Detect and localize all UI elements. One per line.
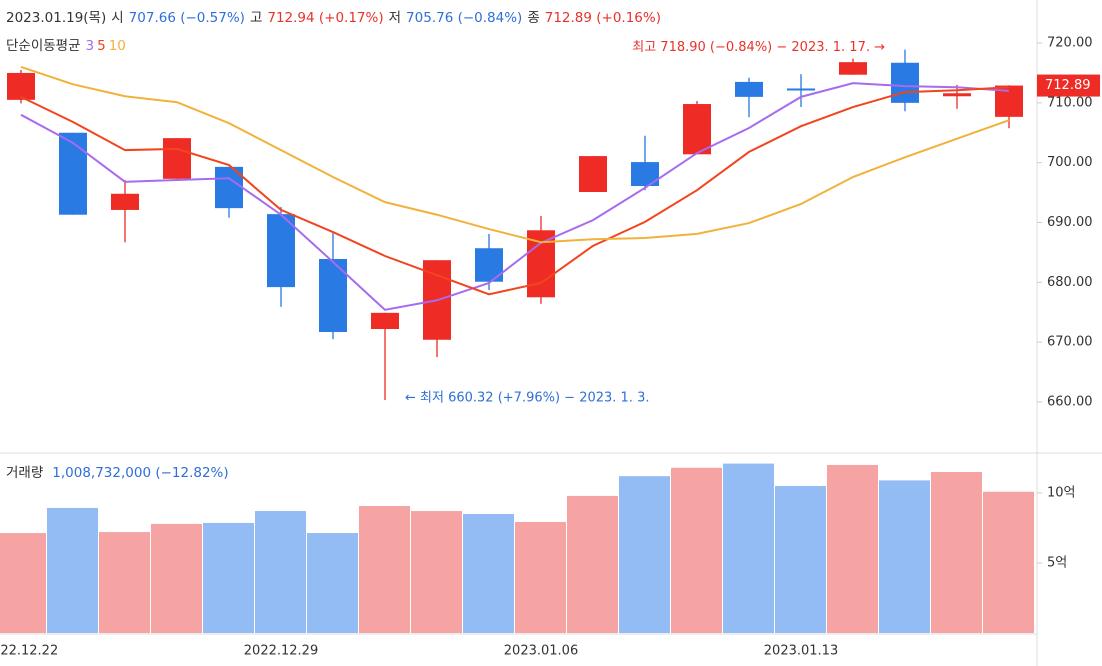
volume-bar [151,523,202,633]
candle-body [111,193,139,210]
volume-bar [879,480,930,633]
candle-body [163,138,191,179]
y-tick-label: 720.00 [1047,36,1093,51]
x-tick-label: 2023.01.06 [504,644,578,659]
price-value: 707.66 (−0.57%) [128,10,245,26]
price-value: 712.89 (+0.16%) [544,10,661,26]
ma-line [20,82,1010,311]
x-tick-label: 2023.01.13 [764,644,838,659]
volume-bar [671,467,722,633]
volume-bar [515,521,566,633]
candle-body [7,72,35,100]
ma-line [20,65,1010,244]
volume-bar [931,471,982,633]
price-tag [1037,74,1100,97]
ma-line [20,86,1010,296]
candle-body [787,88,815,91]
volume-bar [411,511,462,633]
volume-bar [359,506,410,633]
y-tick-label: 690.00 [1047,215,1093,230]
header: 2023.01.19(목) 시 707.66 (−0.57%) 고 712.94 (+0… [6,6,666,26]
candle-body [267,214,295,288]
volume-bar [619,476,670,633]
volume-bar [307,533,358,633]
volume-bar [567,495,618,633]
price-label: 저 [388,10,402,26]
y-tick-label: 670.00 [1047,335,1093,350]
volume-title: 거래량 [6,465,44,481]
y-tick-label: 700.00 [1047,155,1093,170]
price-label: 고 [249,10,263,26]
candle-body [839,62,867,75]
volume-bar [99,532,150,633]
y-tick-label: 660.00 [1047,394,1093,409]
candle-body [579,156,607,192]
ma-period: 10 [108,38,126,54]
x-tick-label: 2022.12.29 [244,644,318,659]
candle-body [59,132,87,215]
candle-body [735,81,763,97]
volume-bar [0,533,46,633]
volume-value: 1,008,732,000 (−12.82%) [52,465,229,481]
high-annotation: 최고 718.90 (−0.84%) − 2023. 1. 17. → [632,40,885,55]
candle-body [371,312,399,329]
low-annotation: ← 최저 660.32 (+7.96%) − 2023. 1. 3. [405,391,649,406]
price-label: 종 [527,10,540,26]
date: 2023.01.19(목) [6,10,107,26]
ma-period: 3 [85,38,95,54]
price-label: 시 [111,10,124,26]
volume-bar [47,507,98,633]
volume-header: 거래량 1,008,732,000 (−12.82%) [6,461,234,481]
y-tick-label: 680.00 [1047,275,1093,290]
candle-body [631,162,659,187]
candle-body [683,104,711,155]
price-value: 705.76 (−0.84%) [406,10,523,26]
volume-bar [827,464,878,633]
price-value: 712.94 (+0.17%) [267,10,384,26]
volume-bar [203,522,254,633]
volume-bar [255,511,306,633]
candle-body [891,62,919,103]
y-tick-label: 5억 [1047,555,1067,570]
volume-bar [775,485,826,633]
candle-body [475,248,503,282]
price-tag-label: 712.89 [1045,78,1091,93]
candle-body [943,93,971,97]
ma-period: 5 [97,38,106,54]
volume-bar [723,463,774,633]
x-tick-label: 2022.12.22 [0,644,58,659]
ma-legend: 단순이동평균 3 5 10 [6,34,129,54]
y-tick-label: 10억 [1047,485,1076,500]
ma-label: 단순이동평균 [6,38,81,54]
volume-bar [463,513,514,633]
volume-bar [983,491,1034,633]
y-tick-label: 710.00 [1047,95,1093,110]
